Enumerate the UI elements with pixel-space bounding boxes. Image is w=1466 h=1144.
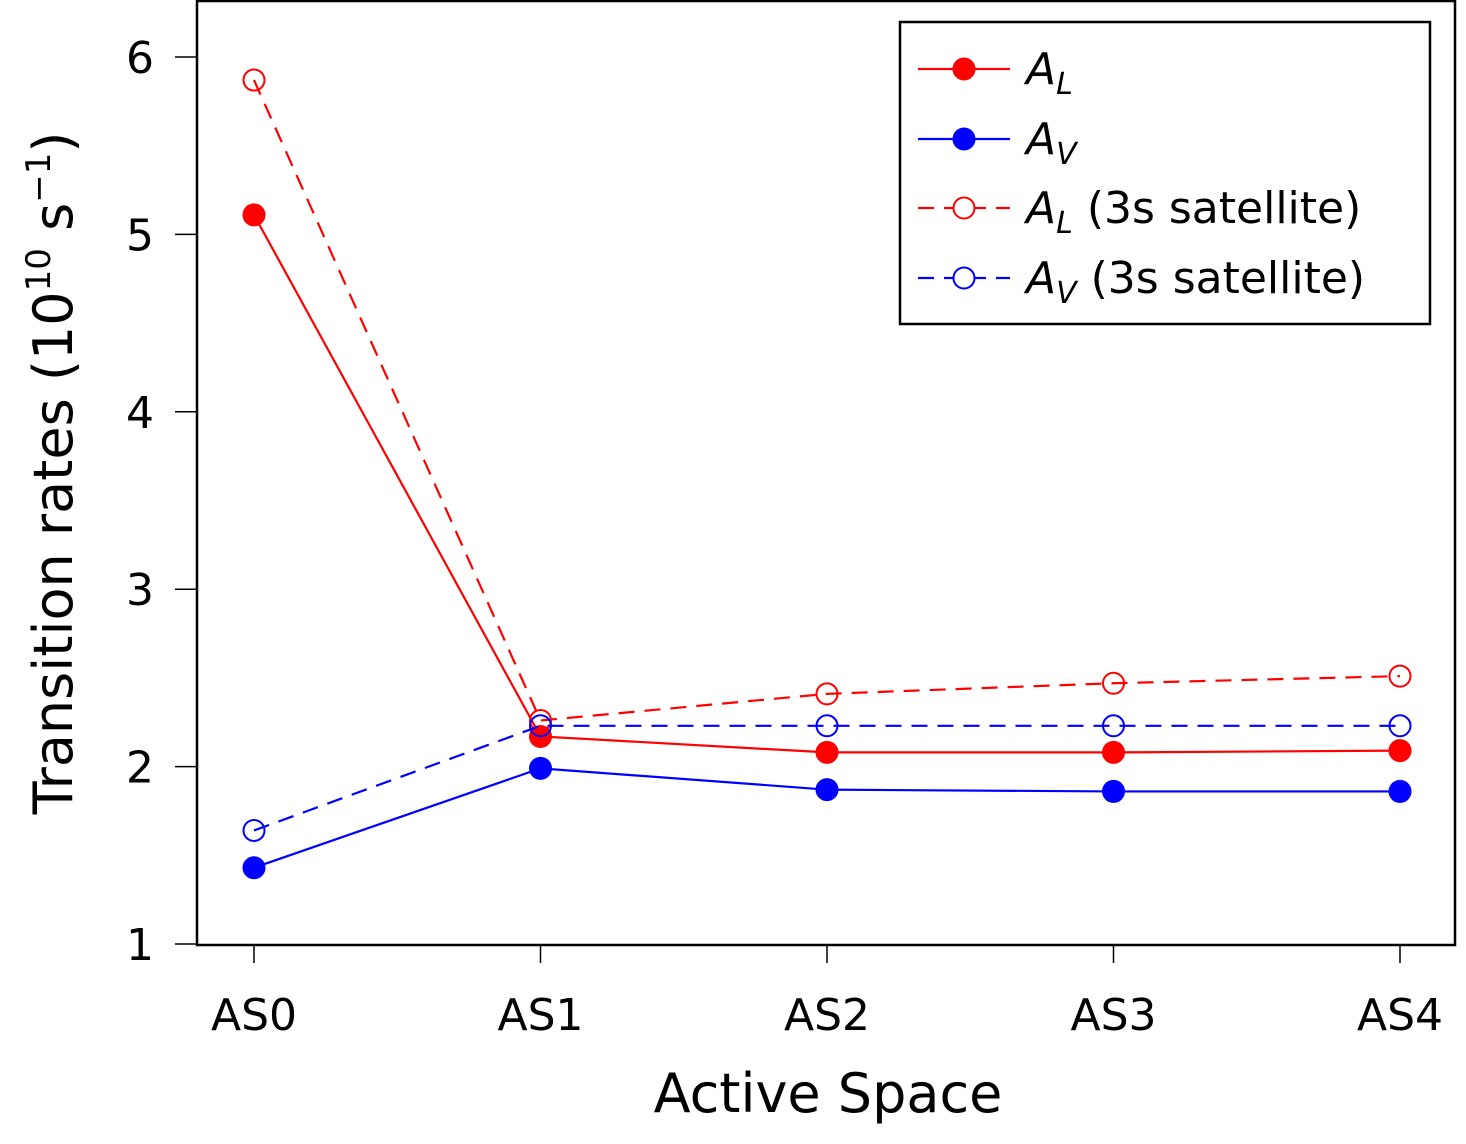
legend-entry: AV: [918, 114, 1079, 172]
data-point: [529, 714, 552, 738]
y-tick-label: 4: [126, 388, 154, 439]
data-point: [242, 818, 266, 842]
y-tick-label: 6: [126, 33, 154, 84]
legend-label-symbol: A: [1023, 183, 1056, 234]
legend-marker: [952, 127, 976, 151]
series-a-v: [242, 756, 1412, 880]
legend-label-subscript: V: [1056, 137, 1079, 172]
x-tick-label: AS0: [211, 990, 297, 1041]
x-tick-label: AS3: [1070, 990, 1156, 1041]
series-a-l-3s-satellite-: [242, 68, 1412, 732]
data-point: [529, 708, 552, 732]
legend-label-subscript: V: [1056, 276, 1079, 311]
legend-marker: [952, 266, 976, 290]
series-a-l: [242, 203, 1412, 764]
series-line: [253, 724, 1400, 832]
y-tick-label: 1: [126, 920, 154, 971]
y-axis-label-unit: s: [22, 203, 85, 248]
data-point: [242, 856, 266, 880]
y-axis-label-exp2: −1: [19, 153, 59, 203]
data-point: [1102, 671, 1125, 695]
legend-entry: AL: [918, 44, 1073, 102]
legend-marker: [952, 196, 976, 220]
data-point: [1388, 714, 1412, 738]
y-axis-label-close: ): [22, 132, 85, 153]
legend-label-symbol: A: [1023, 253, 1056, 304]
y-axis-label-exp1: 10: [19, 248, 59, 291]
data-point: [1388, 779, 1412, 803]
legend-label-symbol: A: [1023, 114, 1056, 165]
x-axis-ticks: AS0 AS1 AS2 AS3 AS4: [211, 945, 1443, 1041]
y-tick-label: 3: [126, 565, 154, 616]
x-tick-label: AS2: [784, 990, 870, 1041]
legend-entry: AL (3s satellite): [918, 183, 1361, 241]
series-a-v-3s-satellite-: [242, 714, 1412, 842]
data-point: [1388, 739, 1412, 763]
data-point: [815, 682, 839, 706]
legend-label: AV: [1023, 114, 1079, 172]
legend-entry: AV (3s satellite): [918, 253, 1365, 311]
data-point: [1388, 664, 1412, 688]
data-point: [815, 778, 839, 802]
y-axis-ticks: 1 2 3 4 5 6: [126, 33, 197, 971]
legend-label-suffix: (3s satellite): [1077, 253, 1365, 304]
x-axis-label: Active Space: [654, 1062, 1003, 1125]
legend-label-subscript: L: [1056, 206, 1073, 241]
data-point: [1102, 740, 1125, 764]
data-point: [1102, 714, 1125, 738]
x-tick-label: AS4: [1357, 990, 1443, 1041]
legend-marker: [952, 57, 976, 81]
legend-label: AV (3s satellite): [1023, 253, 1365, 311]
legend-label-suffix: (3s satellite): [1073, 183, 1361, 234]
data-point: [529, 756, 552, 780]
plot-frame: [195, 0, 1457, 947]
y-axis-label: Transition rates (1010 s−1): [19, 132, 85, 816]
data-point: [815, 714, 839, 738]
data-point: [815, 740, 839, 764]
legend-box: [898, 20, 1432, 326]
y-tick-label: 5: [126, 210, 154, 261]
legend-label: AL: [1023, 44, 1073, 102]
series-line: [252, 79, 1401, 722]
x-tick-label: AS1: [497, 990, 583, 1041]
data-point: [1102, 779, 1125, 803]
series-layer: [242, 68, 1412, 880]
data-point: [242, 68, 266, 92]
y-axis-label-base: 10: [22, 291, 85, 360]
data-point: [242, 203, 266, 227]
legend-label-subscript: L: [1056, 67, 1073, 102]
y-tick-label: 2: [126, 743, 154, 794]
legend-label: AL (3s satellite): [1023, 183, 1361, 241]
y-axis-label-main: Transition rates (: [22, 360, 85, 815]
legend-label-symbol: A: [1023, 44, 1056, 95]
